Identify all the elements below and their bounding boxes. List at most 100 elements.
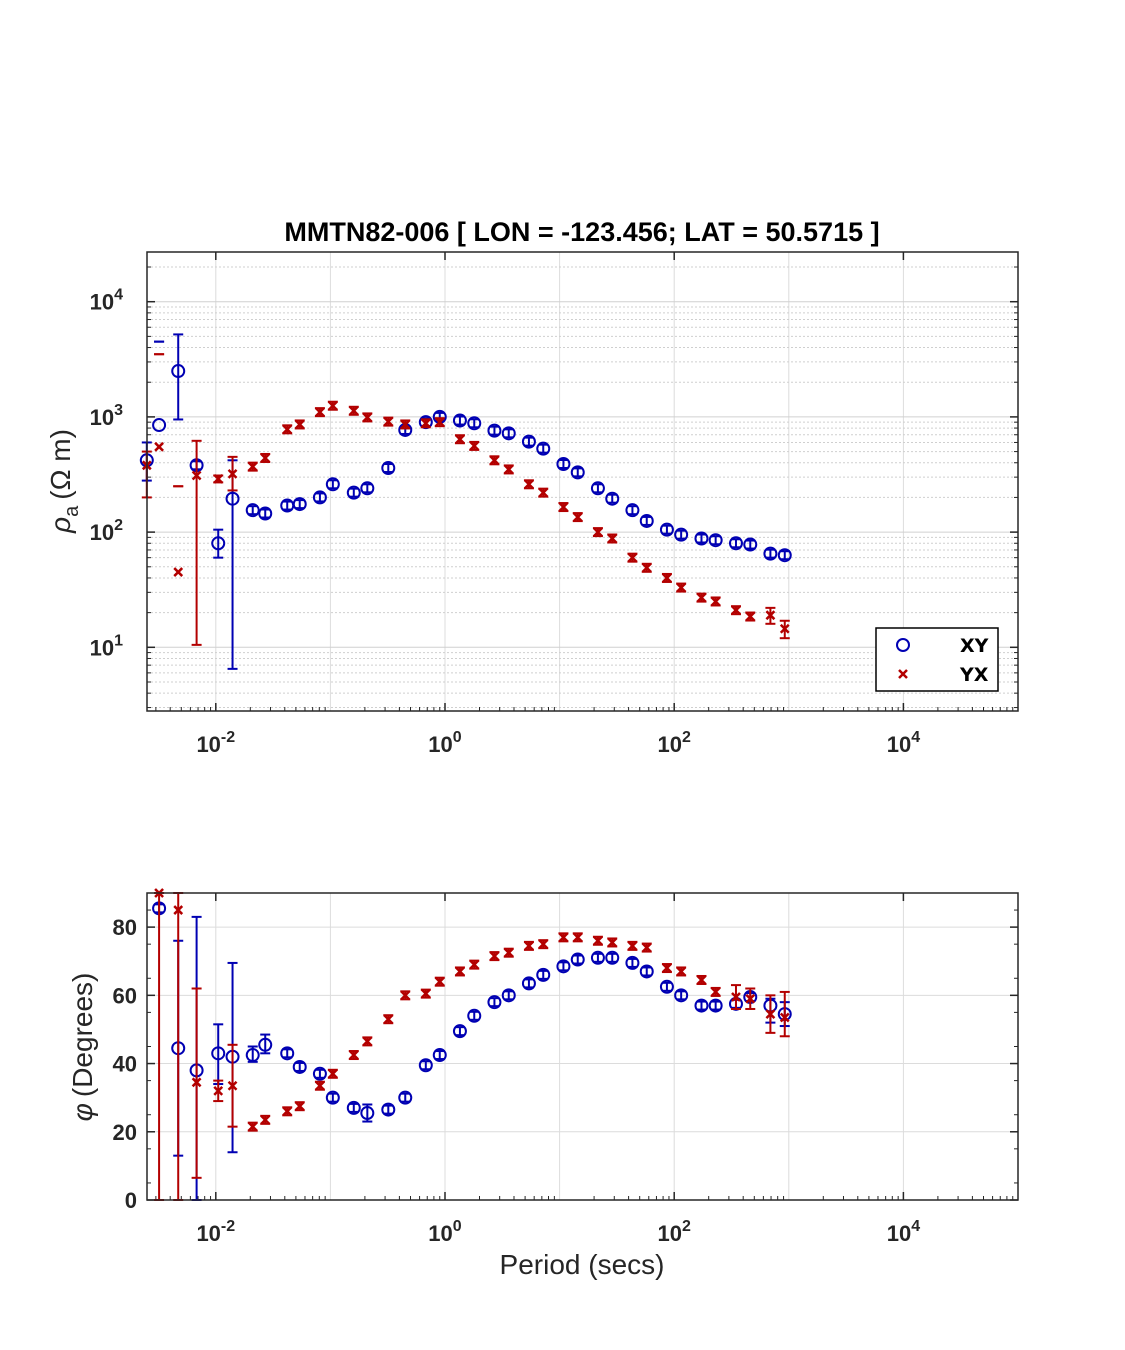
rho-xy-point: [292, 497, 307, 512]
rho-xy-point: [360, 481, 375, 496]
rho-xy-point: [708, 533, 723, 548]
rho-yx-point: [745, 611, 756, 622]
rho-ytick-label: 103: [90, 402, 123, 430]
rho-xy-point: [556, 457, 571, 472]
rho-ylabel: ρa(Ω m): [45, 429, 83, 534]
phase-yx-point: [696, 975, 707, 985]
phase-yx-point: [420, 988, 431, 999]
rho-ytick-label: 101: [90, 632, 123, 660]
phase-xlabel: Period (secs): [500, 1249, 665, 1280]
rho-yx-point: [627, 552, 638, 563]
phase-xy-point: [467, 1008, 482, 1023]
rho-yx-point: [173, 567, 184, 577]
phase-yx-point: [558, 932, 569, 943]
rho-yx-point: [383, 416, 394, 427]
rho-yx-point: [572, 512, 583, 522]
phase-ytick-label: 60: [113, 983, 137, 1008]
rho-xy-point: [674, 527, 689, 542]
phase-yx-point: [362, 1036, 373, 1047]
phase-xy-point: [211, 1046, 226, 1061]
phase-xy-point: [708, 998, 723, 1013]
rho-yx-point: [362, 412, 373, 423]
phase-yx-point: [400, 990, 411, 1001]
phase-yx-point: [247, 1121, 258, 1132]
phase-yx-point: [434, 976, 445, 987]
rho-xy-point: [694, 531, 709, 546]
rho-ytick-label: 102: [90, 517, 123, 545]
legend: XY YX: [875, 627, 999, 692]
phase-ticks: 10-2 100 102 104 0 20 40 60 80: [113, 893, 1018, 1246]
phase-data: [152, 888, 792, 1201]
phase-yx-point: [469, 959, 480, 970]
rho-yx-point: [710, 596, 721, 607]
rho-yx-point: [315, 407, 325, 418]
rho-xtick-label: 104: [887, 729, 920, 757]
phase-xy-point: [360, 1106, 375, 1121]
rho-xy-point: [590, 481, 605, 496]
legend-yx-marker: [898, 669, 908, 679]
rho-yx-point: [731, 605, 741, 616]
rho-yx-point: [348, 405, 359, 416]
rho-xy-point: [312, 490, 327, 505]
phase-yx-point: [489, 951, 500, 961]
rho-yx-point: [154, 441, 164, 452]
phase-yx-point: [348, 1050, 359, 1060]
rho-yx-point: [765, 610, 776, 621]
rho-xy-point: [605, 491, 620, 506]
phase-yx-point: [173, 905, 184, 915]
rho-xy-point: [325, 477, 340, 492]
phase-yx-point: [676, 966, 687, 977]
phase-xtick-label: 100: [428, 1218, 461, 1246]
rho-panel: 10-2 100 102 104 101 102 103 104 ρa(Ω m) XY YX: [45, 251, 1019, 757]
phase-xy-point: [639, 964, 654, 979]
phase-xy-point: [501, 988, 516, 1003]
phase-ytick-label: 20: [113, 1120, 137, 1145]
phase-ytick-label: 0: [125, 1188, 137, 1213]
phase-xy-point: [536, 967, 551, 982]
rho-xy-point: [625, 503, 640, 518]
legend-box: [875, 627, 999, 692]
rho-yx-point: [420, 418, 431, 429]
rho-yx-point: [247, 461, 258, 472]
rho-xy-point: [171, 364, 186, 379]
phase-xy-point: [292, 1059, 307, 1074]
phase-yx-point: [383, 1014, 394, 1025]
rho-yx-point: [400, 419, 411, 430]
rho-yx-point: [469, 441, 480, 451]
phase-yx-point: [710, 987, 721, 997]
rho-yx-point: [524, 479, 534, 490]
rho-yx-point: [676, 582, 687, 593]
phase-xy-point: [521, 976, 536, 991]
rho-grid: [147, 252, 1019, 711]
phase-xy-point: [280, 1046, 295, 1061]
phase-xy-point: [258, 1037, 273, 1052]
phase-xy-point: [694, 998, 709, 1013]
rho-yx-point: [696, 592, 707, 603]
phase-xy-point: [398, 1090, 413, 1105]
rho-data: [139, 333, 792, 670]
phase-yx-point: [524, 940, 534, 951]
phase-xy-point: [590, 950, 605, 965]
phase-xy-point: [625, 955, 640, 970]
phase-yx-point: [213, 1085, 224, 1096]
phase-yx-point: [503, 947, 514, 958]
phase-yx-point: [593, 935, 603, 946]
rho-xy-point: [570, 465, 585, 480]
rho-yx-point: [191, 470, 202, 481]
rho-xy-point: [258, 506, 273, 521]
rho-xy-point: [211, 536, 226, 551]
phase-ylabel: φ(Degrees): [67, 973, 98, 1122]
phase-plot-area: [147, 893, 1018, 1200]
phase-xy-point: [556, 959, 571, 974]
phase-yx-point: [315, 1080, 325, 1091]
rho-xy-point: [639, 513, 654, 528]
rho-yx-point: [662, 573, 672, 583]
phase-yx-point: [662, 963, 672, 973]
rho-xy-point: [452, 413, 467, 428]
rho-yx-point: [213, 473, 224, 484]
phase-xy-point: [605, 950, 620, 965]
phase-xtick-label: 102: [658, 1218, 691, 1246]
phase-xtick-label: 104: [887, 1218, 920, 1246]
rho-xy-point: [536, 441, 551, 456]
